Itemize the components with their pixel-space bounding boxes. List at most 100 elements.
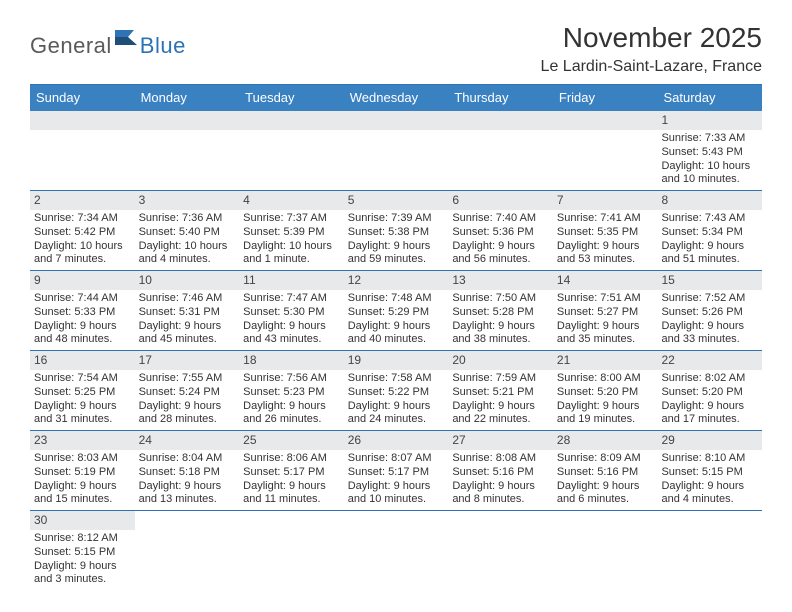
day-cell: 12Sunrise: 7:48 AMSunset: 5:29 PMDayligh… (344, 271, 449, 350)
daylight-text: Daylight: 9 hours and 59 minutes. (348, 240, 445, 268)
calendar-page: General Blue November 2025 Le Lardin-Sai… (0, 0, 792, 590)
daylight-text: Daylight: 9 hours and 3 minutes. (34, 560, 131, 588)
sunset-text: Sunset: 5:31 PM (139, 306, 236, 320)
day-cell: 26Sunrise: 8:07 AMSunset: 5:17 PMDayligh… (344, 431, 449, 510)
sunrise-text: Sunrise: 7:40 AM (452, 212, 549, 226)
day-cell (239, 511, 344, 590)
week-row: 9Sunrise: 7:44 AMSunset: 5:33 PMDaylight… (30, 271, 762, 351)
sunset-text: Sunset: 5:23 PM (243, 386, 340, 400)
day-cell: 15Sunrise: 7:52 AMSunset: 5:26 PMDayligh… (657, 271, 762, 350)
sunrise-text: Sunrise: 7:59 AM (452, 372, 549, 386)
day-number: 19 (344, 351, 449, 370)
day-body: Sunrise: 7:46 AMSunset: 5:31 PMDaylight:… (135, 290, 240, 350)
day-cell: 8Sunrise: 7:43 AMSunset: 5:34 PMDaylight… (657, 191, 762, 270)
daylight-text: Daylight: 10 hours and 7 minutes. (34, 240, 131, 268)
day-cell (657, 511, 762, 590)
logo-text-general: General (30, 33, 112, 59)
day-cell (239, 111, 344, 190)
daylight-text: Daylight: 9 hours and 24 minutes. (348, 400, 445, 428)
day-cell: 1Sunrise: 7:33 AMSunset: 5:43 PMDaylight… (657, 111, 762, 190)
day-number: 17 (135, 351, 240, 370)
day-body: Sunrise: 7:56 AMSunset: 5:23 PMDaylight:… (239, 370, 344, 430)
sunrise-text: Sunrise: 7:34 AM (34, 212, 131, 226)
day-body: Sunrise: 8:07 AMSunset: 5:17 PMDaylight:… (344, 450, 449, 510)
sunrise-text: Sunrise: 8:02 AM (661, 372, 758, 386)
sunrise-text: Sunrise: 8:08 AM (452, 452, 549, 466)
day-number: 24 (135, 431, 240, 450)
day-cell: 6Sunrise: 7:40 AMSunset: 5:36 PMDaylight… (448, 191, 553, 270)
day-cell: 24Sunrise: 8:04 AMSunset: 5:18 PMDayligh… (135, 431, 240, 510)
day-cell (553, 511, 658, 590)
day-cell: 27Sunrise: 8:08 AMSunset: 5:16 PMDayligh… (448, 431, 553, 510)
sunrise-text: Sunrise: 7:36 AM (139, 212, 236, 226)
day-body: Sunrise: 7:51 AMSunset: 5:27 PMDaylight:… (553, 290, 658, 350)
day-body: Sunrise: 8:03 AMSunset: 5:19 PMDaylight:… (30, 450, 135, 510)
sunrise-text: Sunrise: 7:56 AM (243, 372, 340, 386)
sunrise-text: Sunrise: 8:07 AM (348, 452, 445, 466)
daylight-text: Daylight: 9 hours and 10 minutes. (348, 480, 445, 508)
sunrise-text: Sunrise: 8:12 AM (34, 532, 131, 546)
sunrise-text: Sunrise: 7:48 AM (348, 292, 445, 306)
sunrise-text: Sunrise: 7:52 AM (661, 292, 758, 306)
day-body: Sunrise: 7:54 AMSunset: 5:25 PMDaylight:… (30, 370, 135, 430)
day-cell (30, 111, 135, 190)
day-cell (135, 511, 240, 590)
sunrise-text: Sunrise: 8:06 AM (243, 452, 340, 466)
day-cell: 25Sunrise: 8:06 AMSunset: 5:17 PMDayligh… (239, 431, 344, 510)
day-cell: 5Sunrise: 7:39 AMSunset: 5:38 PMDaylight… (344, 191, 449, 270)
day-number: 23 (30, 431, 135, 450)
daylight-text: Daylight: 9 hours and 28 minutes. (139, 400, 236, 428)
day-body: Sunrise: 7:43 AMSunset: 5:34 PMDaylight:… (657, 210, 762, 270)
week-row: 30 Sunrise: 8:12 AMSunset: 5:15 PMDayligh… (30, 511, 762, 590)
day-number: 16 (30, 351, 135, 370)
day-number: 5 (344, 191, 449, 210)
day-cell: 21Sunrise: 8:00 AMSunset: 5:20 PMDayligh… (553, 351, 658, 430)
day-cell: 16Sunrise: 7:54 AMSunset: 5:25 PMDayligh… (30, 351, 135, 430)
empty-day-bar (239, 111, 344, 130)
day-number: 13 (448, 271, 553, 290)
day-number: 27 (448, 431, 553, 450)
day-number: 25 (239, 431, 344, 450)
day-body: Sunrise: 7:36 AMSunset: 5:40 PMDaylight:… (135, 210, 240, 270)
day-cell: 10Sunrise: 7:46 AMSunset: 5:31 PMDayligh… (135, 271, 240, 350)
sunset-text: Sunset: 5:18 PM (139, 466, 236, 480)
day-cell: 18Sunrise: 7:56 AMSunset: 5:23 PMDayligh… (239, 351, 344, 430)
sunrise-text: Sunrise: 8:10 AM (661, 452, 758, 466)
day-number: 11 (239, 271, 344, 290)
sunset-text: Sunset: 5:39 PM (243, 226, 340, 240)
sunset-text: Sunset: 5:24 PM (139, 386, 236, 400)
sunrise-text: Sunrise: 7:54 AM (34, 372, 131, 386)
day-body: Sunrise: 7:39 AMSunset: 5:38 PMDaylight:… (344, 210, 449, 270)
day-cell: 30 Sunrise: 8:12 AMSunset: 5:15 PMDayligh… (30, 511, 135, 590)
sunset-text: Sunset: 5:34 PM (661, 226, 758, 240)
day-cell (135, 111, 240, 190)
daylight-text: Daylight: 9 hours and 19 minutes. (557, 400, 654, 428)
day-cell (344, 511, 449, 590)
sunset-text: Sunset: 5:17 PM (348, 466, 445, 480)
day-number: 6 (448, 191, 553, 210)
daylight-text: Daylight: 9 hours and 35 minutes. (557, 320, 654, 348)
day-cell: 7Sunrise: 7:41 AMSunset: 5:35 PMDaylight… (553, 191, 658, 270)
daylight-text: Daylight: 9 hours and 56 minutes. (452, 240, 549, 268)
sunset-text: Sunset: 5:17 PM (243, 466, 340, 480)
day-number: 3 (135, 191, 240, 210)
day-number: 30 (30, 511, 135, 530)
daylight-text: Daylight: 9 hours and 31 minutes. (34, 400, 131, 428)
daylight-text: Daylight: 9 hours and 4 minutes. (661, 480, 758, 508)
daylight-text: Daylight: 9 hours and 17 minutes. (661, 400, 758, 428)
sunrise-text: Sunrise: 7:55 AM (139, 372, 236, 386)
day-cell (553, 111, 658, 190)
sunset-text: Sunset: 5:26 PM (661, 306, 758, 320)
day-cell: 9Sunrise: 7:44 AMSunset: 5:33 PMDaylight… (30, 271, 135, 350)
sunset-text: Sunset: 5:40 PM (139, 226, 236, 240)
sunrise-text: Sunrise: 7:58 AM (348, 372, 445, 386)
week-row: 16Sunrise: 7:54 AMSunset: 5:25 PMDayligh… (30, 351, 762, 431)
sunset-text: Sunset: 5:20 PM (661, 386, 758, 400)
sunrise-text: Sunrise: 7:51 AM (557, 292, 654, 306)
header-row: General Blue November 2025 Le Lardin-Sai… (30, 22, 762, 76)
sunset-text: Sunset: 5:15 PM (34, 546, 131, 560)
daylight-text: Daylight: 9 hours and 53 minutes. (557, 240, 654, 268)
sunrise-text: Sunrise: 7:46 AM (139, 292, 236, 306)
sunrise-text: Sunrise: 7:50 AM (452, 292, 549, 306)
daylight-text: Daylight: 9 hours and 22 minutes. (452, 400, 549, 428)
